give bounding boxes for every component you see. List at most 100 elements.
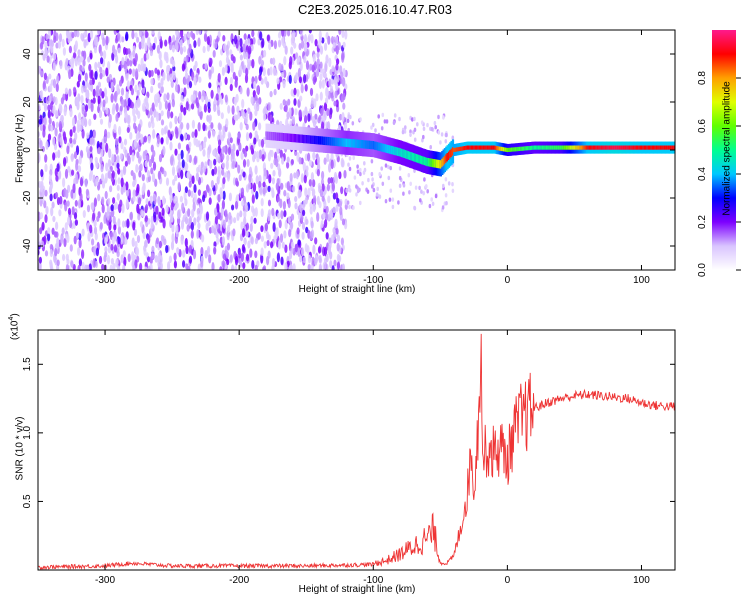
spectrogram-noise-cell	[277, 39, 282, 48]
spectrogram-noise-cell	[110, 243, 114, 251]
spectrogram-ridge-core	[345, 138, 349, 147]
spectrogram-noise-cell	[39, 139, 43, 150]
spectrogram-noise-cell	[299, 95, 303, 102]
spectrogram-noise-cell	[342, 67, 346, 78]
spectrogram-ridge-core	[582, 145, 585, 150]
spectrogram-noise-cell	[114, 49, 118, 57]
spectrogram-ridge-core	[380, 143, 383, 152]
spectrogram-noise-cell	[155, 113, 160, 122]
spectrogram-noise-cell	[105, 107, 109, 115]
spectrogram-ridge-core	[661, 145, 664, 150]
spectrogram-noise-cell	[174, 148, 178, 156]
spectrogram-ridge-core	[343, 138, 346, 147]
spectrogram-ridge-core	[525, 146, 528, 151]
spectrogram-noise-cell	[171, 166, 176, 176]
spectrogram-noise-cell	[60, 235, 64, 245]
spectrogram-ridge-core	[505, 147, 508, 152]
spectrogram-noise-cell	[328, 57, 332, 68]
spectrogram-noise-cell	[182, 260, 186, 268]
spectrogram-noise-cell	[63, 106, 67, 117]
spectrogram-noise-cell	[305, 165, 309, 172]
spectrogram-noise-cell	[217, 212, 221, 220]
spectrogram-ridge-core	[445, 154, 448, 163]
y-tick-label: 1.5	[22, 357, 33, 371]
spectrogram-noise-cell	[188, 180, 192, 188]
spectrogram-noise-cell	[253, 103, 257, 111]
spectrogram-noise-cell	[68, 88, 72, 97]
spectrogram-ridge-core	[374, 141, 377, 150]
spectrogram-noise-cell	[277, 212, 281, 220]
spectrogram-noise-cell	[41, 146, 45, 153]
spectrogram-noise-cell	[181, 202, 185, 213]
spectrogram-noise-cell	[157, 82, 161, 89]
spectrogram-noise-cell	[66, 145, 70, 155]
spectrogram-noise-cell	[193, 192, 197, 203]
spectrogram-noise-cell	[408, 190, 411, 195]
spectrogram-noise-cell	[88, 63, 92, 72]
spectrogram-noise-cell	[451, 182, 454, 187]
spectrogram-ridge-core	[583, 145, 586, 150]
spectrogram-ridge-core	[297, 134, 300, 143]
spectrogram-noise-cell	[183, 33, 187, 42]
spectrogram-noise-cell	[191, 119, 195, 129]
spectrogram-noise-cell	[147, 217, 151, 225]
spectrogram-noise-cell	[262, 266, 266, 270]
spectrogram-noise-cell	[100, 164, 104, 173]
spectrogram-noise-cell	[125, 73, 129, 81]
spectrogram-noise-cell	[227, 105, 231, 114]
spectrogram-noise-cell	[290, 46, 294, 55]
spectrogram-ridge-core	[422, 156, 425, 165]
spectrogram-noise-cell	[50, 265, 54, 270]
spectrogram-noise-cell	[312, 120, 317, 128]
spectrogram-noise-cell	[221, 236, 225, 246]
colorbar-tick-label: 0.2	[697, 215, 708, 229]
spectrogram-noise-cell	[344, 30, 348, 40]
spectrogram-noise-cell	[49, 102, 53, 111]
spectrogram-ridge-core	[634, 145, 637, 150]
spectrogram-noise-cell	[52, 78, 57, 89]
spectrogram-noise-cell	[324, 211, 329, 221]
spectrogram-noise-cell	[401, 130, 405, 135]
spectrogram-noise-cell	[319, 188, 323, 198]
spectrogram-noise-cell	[375, 192, 379, 197]
spectrogram-noise-cell	[160, 127, 165, 136]
spectrogram-noise-cell	[180, 219, 185, 230]
spectrogram-noise-cell	[201, 234, 205, 243]
spectrogram-noise-cell	[389, 165, 393, 171]
spectrogram-ridge-core	[309, 135, 312, 144]
spectrogram-noise-cell	[441, 205, 445, 210]
spectrogram-noise-cell	[89, 145, 93, 153]
spectrogram-noise-cell	[79, 177, 84, 187]
spectrogram-noise-cell	[217, 109, 221, 117]
spectrogram-ridge-core	[571, 145, 574, 150]
spectrogram-noise-cell	[247, 240, 251, 249]
spectrogram-noise-cell	[93, 197, 97, 207]
spectrogram-noise-cell	[254, 109, 258, 117]
spectrogram-noise-cell	[312, 202, 316, 213]
spectrogram-noise-cell	[114, 201, 118, 210]
spectrogram-noise-cell	[253, 137, 257, 145]
spectrogram-noise-cell	[177, 209, 181, 220]
spectrogram-noise-cell	[289, 56, 293, 66]
spectrogram-noise-cell	[332, 206, 336, 214]
spectrogram-noise-cell	[165, 177, 170, 187]
spectrogram-ridge-core	[270, 131, 273, 141]
spectrogram-noise-cell	[127, 114, 131, 125]
spectrogram-noise-cell	[329, 210, 333, 219]
spectrogram-noise-cell	[81, 128, 85, 139]
spectrogram-noise-cell	[59, 104, 63, 115]
spectrogram-noise-cell	[77, 165, 82, 173]
spectrogram-noise-cell	[331, 265, 335, 270]
spectrogram-noise-cell	[193, 155, 197, 165]
spectrogram-noise-cell	[123, 138, 128, 146]
spectrogram-ridge-core	[325, 136, 328, 146]
spectrogram-ridge-core	[612, 145, 615, 150]
spectrogram-noise-cell	[430, 126, 434, 132]
spectrogram-noise-cell	[42, 80, 47, 90]
spectrogram-ridge-core	[430, 158, 433, 167]
spectrogram-ridge-core	[561, 145, 565, 150]
spectrogram-noise-cell	[314, 113, 318, 120]
spectrogram-noise-cell	[58, 169, 62, 180]
spectrogram-noise-cell	[270, 241, 274, 249]
spectrogram-noise-cell	[44, 214, 48, 224]
